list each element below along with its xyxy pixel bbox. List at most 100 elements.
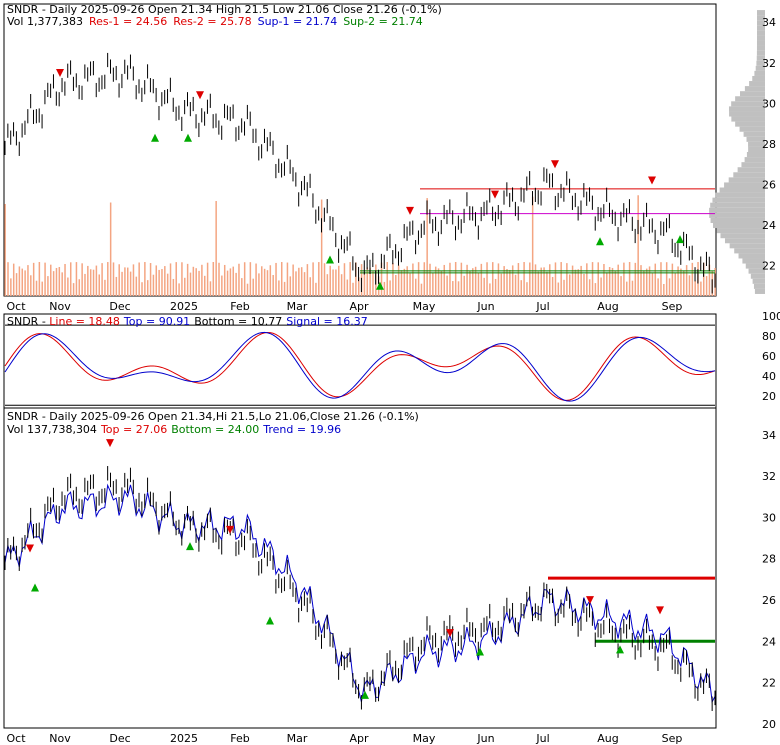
volume-bar [101,263,103,296]
down-arrow [406,206,414,215]
volume-bar [551,276,554,296]
volume-bar [141,282,143,296]
down-arrow [26,544,34,553]
volume-bar [665,262,668,296]
volume-profile-bar [755,65,765,71]
volume-bar [206,262,209,296]
panel1-header-text: - Daily 2025-09-26 Open 21.34 High 21.5 … [38,3,441,16]
volume-profile-bar [739,126,765,132]
volume-bar [406,266,408,296]
y-tick-label: 40 [762,370,776,383]
volume-bar [61,272,63,296]
x-tick-label: Mar [287,732,308,745]
volume-bar [198,270,200,296]
volume-profile-bar [753,283,765,289]
volume-profile-bar [715,192,765,198]
volume-bar [203,275,206,296]
volume-bar [232,266,235,296]
up-arrow [676,235,684,244]
y-tick-label: 34 [762,429,776,442]
volume-bar [549,264,551,296]
volume-bar [380,262,383,296]
volume-bar [235,272,237,296]
volume-bar [705,276,708,296]
volume-bar [332,269,334,296]
volume-bar [483,277,485,296]
volume-bar [494,278,497,296]
panel1-price-bars [4,52,716,294]
volume-profile-bar [744,157,765,163]
x-tick-label: Jul [535,300,549,313]
volume-bar [514,274,517,296]
y-tick-label: 22 [762,260,776,273]
volume-bar [261,266,263,296]
volume-profile-bar [752,278,765,284]
volume-bar [249,262,252,296]
up-arrow [266,616,274,625]
x-tick-label: Sep [662,732,683,745]
volume-bar [172,278,175,296]
volume-bar [617,264,619,296]
signal-label: Signal = 16.37 [286,315,368,328]
volume-bar [460,262,463,296]
volume-bar [27,265,29,296]
volume-bar [663,283,665,296]
down-arrow [446,629,454,638]
up-arrow [596,237,604,246]
trend-series [4,483,716,704]
volume-profile-bar [742,258,765,264]
volume-profile-bar [756,20,765,26]
panel3-legend: Vol 137,738,304 Top = 27.06 Bottom = 24.00… [7,423,341,436]
volume-bar [466,264,468,296]
volume-bar [50,264,52,296]
volume-bar [298,267,300,296]
volume-profile-bar [728,177,765,183]
volume-profile-bar [752,75,765,82]
x-tick-label: Mar [287,300,308,313]
bottom-label: Bottom = 10.77 [194,315,282,328]
volume-bar [283,281,286,296]
volume-profile-bar [731,101,765,107]
panel3-header-text: - Daily 2025-09-26 Open 21.34,Hi 21.5,Lo… [38,410,419,423]
volume-bar [531,196,534,296]
volume-bar [534,264,537,296]
volume-bar [668,278,671,296]
panel2-dash: - [38,315,49,328]
volume-bar [600,277,602,296]
volume-profile-bar [756,60,765,66]
x-tick-label: Dec [109,300,130,313]
volume-bar [78,279,81,296]
volume-profile-bar [756,25,765,31]
volume-bar [178,283,180,296]
volume-bar [671,263,674,296]
volume-profile-bar [720,233,765,239]
volume-bar [10,278,12,296]
volume-profile-bar [713,222,765,229]
volume-profile-bar [757,15,765,21]
volume-bar [246,283,249,296]
x-tick-label: 2025 [170,732,198,745]
volume-bar [626,281,628,296]
volume-bar [107,262,109,296]
volume-profile-bar [709,212,765,218]
volume-bar [446,275,448,296]
volume-bar [645,268,648,296]
volume-bar [92,269,95,296]
up-arrow [361,690,369,699]
volume-bar [229,268,232,296]
volume-bar [109,202,112,296]
volume-bar [75,262,78,296]
volume-profile-bar [735,96,765,102]
panel1-background [709,10,765,294]
volume-bar [164,266,166,296]
volume-bar [15,273,18,296]
volume-bar [702,262,705,296]
volume-bar [18,266,21,296]
volume-profile-bar [748,268,765,274]
volume-bar [491,262,494,296]
volume-bar [275,262,277,296]
volume-bar [520,280,523,296]
volume-bar [32,262,35,296]
volume-bar [124,267,126,296]
